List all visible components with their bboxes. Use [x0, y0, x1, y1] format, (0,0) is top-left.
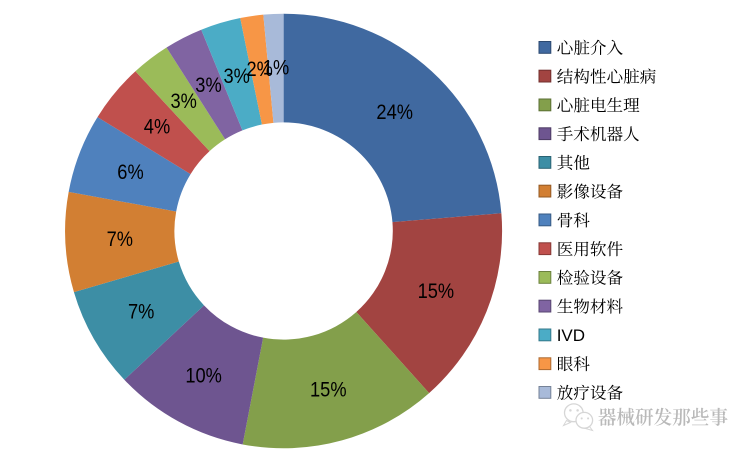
svg-text:IVD: IVD — [557, 326, 585, 345]
svg-text:3%: 3% — [171, 90, 197, 113]
svg-text:7%: 7% — [107, 228, 133, 251]
svg-text:15%: 15% — [418, 280, 455, 303]
svg-text:4%: 4% — [144, 115, 170, 138]
svg-text:3%: 3% — [224, 65, 250, 88]
svg-text:15%: 15% — [310, 378, 347, 401]
svg-text:2%: 2% — [247, 58, 273, 81]
svg-text:1%: 1% — [263, 56, 289, 79]
svg-text:10%: 10% — [185, 364, 222, 387]
svg-text:3%: 3% — [195, 74, 221, 97]
svg-text:6%: 6% — [117, 161, 143, 184]
svg-text:24%: 24% — [376, 101, 413, 124]
svg-text:7%: 7% — [128, 300, 154, 323]
